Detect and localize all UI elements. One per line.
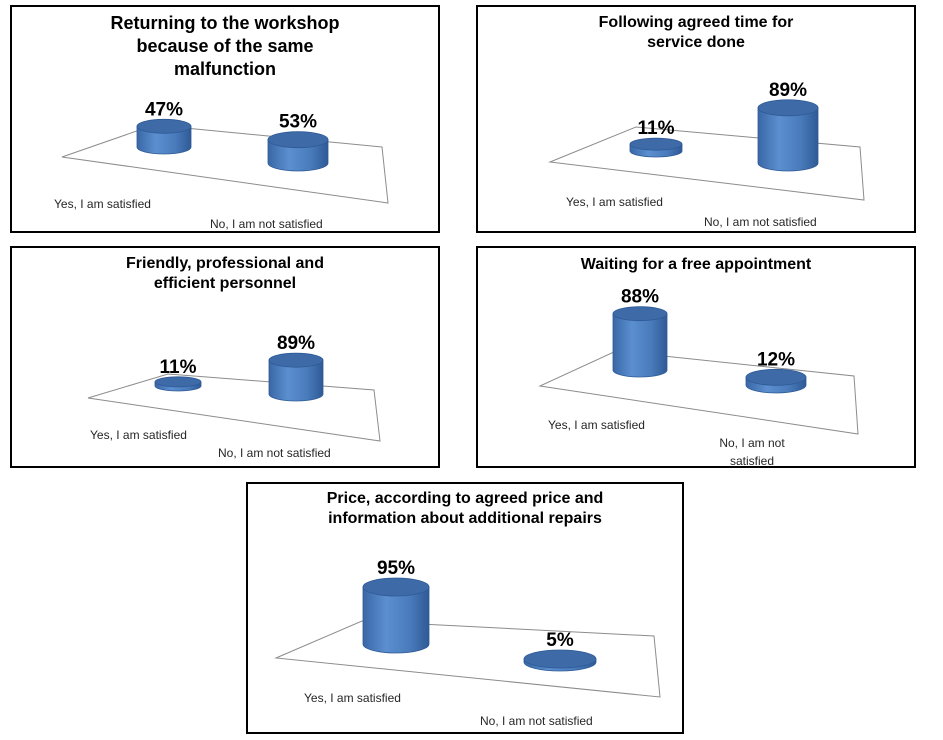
chart-plot: 11% 89%	[87, 333, 381, 442]
chart-floor	[87, 373, 381, 442]
chart-floor	[538, 350, 859, 435]
chart-panel-price: Price, according to agreed price and inf…	[246, 482, 684, 734]
chart-panel-personnel: Friendly, professional and efficient per…	[10, 246, 440, 468]
chart-floor	[548, 126, 865, 201]
bar-no	[745, 368, 807, 394]
category-label-yes: Yes, I am satisfied	[566, 195, 663, 209]
category-label-no: No, I am not satisfied	[480, 714, 593, 728]
chart-panel-free-appointment: Waiting for a free appointment 88% 12% Ye…	[476, 246, 916, 468]
bar-no	[268, 352, 324, 402]
category-label-yes: Yes, I am satisfied	[304, 691, 401, 705]
data-label-yes: 95%	[377, 558, 415, 579]
bar-yes	[136, 118, 192, 155]
chart-title: Following agreed time for service done	[598, 14, 794, 52]
category-label-no: No, I am not satisfied	[704, 215, 817, 229]
data-label-no: 89%	[769, 80, 807, 101]
bar-no	[267, 131, 329, 172]
data-label-no: 89%	[277, 333, 315, 354]
chart-plot: 95% 5%	[274, 558, 661, 698]
chart-plot: 47% 53%	[61, 99, 389, 204]
data-label-yes: 88%	[621, 287, 659, 308]
chart-plot: 11% 89%	[548, 80, 865, 201]
data-label-no: 5%	[546, 630, 574, 651]
chart-title: Waiting for a free appointment	[580, 256, 812, 273]
chart-title: Price, according to agreed price and inf…	[326, 490, 604, 528]
chart-floor	[61, 124, 389, 204]
chart-floor	[274, 620, 661, 698]
category-label-yes: Yes, I am satisfied	[548, 418, 645, 432]
bar-yes	[612, 306, 668, 378]
data-label-no: 12%	[757, 349, 795, 370]
data-label-yes: 11%	[638, 118, 675, 139]
chart-panel-agreed-time: Following agreed time for service done 1…	[476, 5, 916, 233]
bar-yes	[154, 376, 202, 392]
bar-yes	[629, 137, 683, 158]
chart-title: Friendly, professional and efficient per…	[126, 255, 324, 293]
category-label-no: No, I am not satisfied	[218, 446, 331, 460]
bar-no	[757, 99, 819, 172]
data-label-no: 53%	[279, 112, 317, 133]
bar-yes	[362, 577, 430, 654]
category-label-no: No, I am not satisfied	[719, 436, 785, 468]
data-label-yes: 11%	[160, 357, 197, 378]
category-label-no: No, I am not satisfied	[210, 217, 323, 231]
category-label-yes: Yes, I am satisfied	[54, 197, 151, 211]
chart-title: Returning to the workshop because of the…	[110, 13, 340, 80]
chart-plot: 88% 12%	[538, 287, 859, 435]
data-label-yes: 47%	[145, 99, 183, 120]
chart-panel-returning-workshop: Returning to the workshop because of the…	[10, 5, 440, 233]
bar-no	[523, 649, 597, 672]
category-label-yes: Yes, I am satisfied	[90, 428, 187, 442]
